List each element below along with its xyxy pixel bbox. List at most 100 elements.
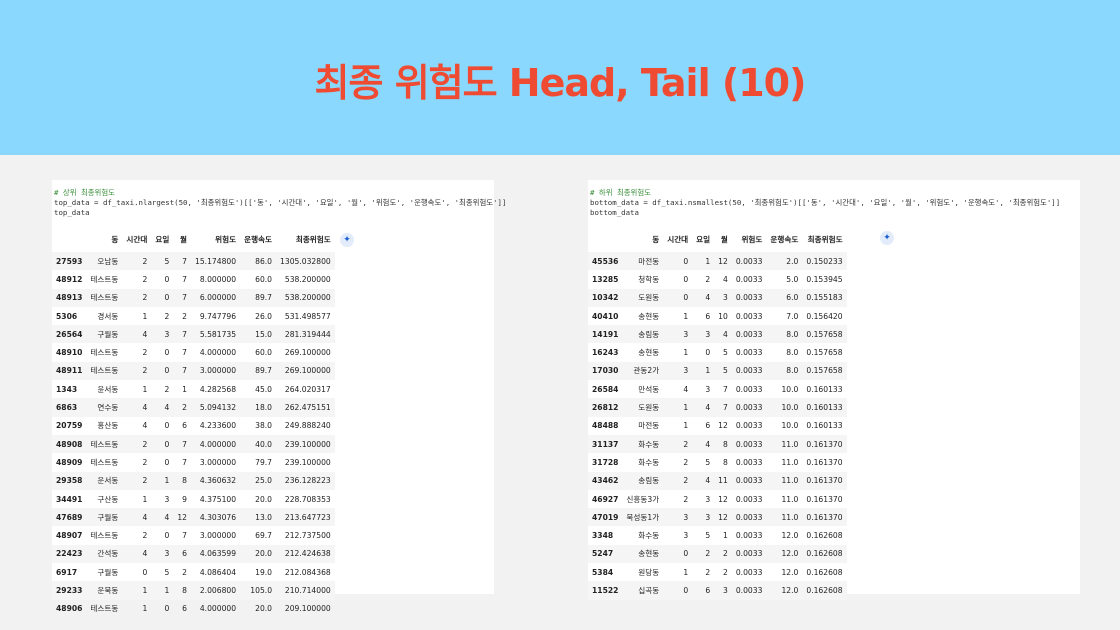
table-cell: 0.0033 <box>735 293 763 303</box>
table-cell: 2 <box>722 549 728 559</box>
table-cell: 20.0 <box>255 604 273 614</box>
table-cell: 212.424638 <box>284 549 331 559</box>
row-index: 48911 <box>56 366 83 376</box>
table-row: 48907 테스트동 2 0 7 3.000000 69.7 212.737500 <box>52 526 335 544</box>
table-cell: 20.0 <box>255 549 273 559</box>
row-index: 6917 <box>56 567 78 577</box>
right-code-var: bottom_data <box>590 208 639 217</box>
table-cell: 2 <box>182 403 187 413</box>
table-cell: 1 <box>705 366 711 376</box>
table-cell: 3 <box>683 512 689 522</box>
row-index: 48913 <box>56 293 83 303</box>
table-row: 11522 십곡동 0 6 3 0.0033 12.0 0.162608 <box>588 581 847 600</box>
right-code-cell[interactable]: # 하위 최종위험도 bottom_data = df_taxi.nsmalle… <box>588 180 1080 218</box>
table-cell: 1 <box>164 476 170 486</box>
table-cell: 531.498577 <box>284 311 331 321</box>
table-cell: 2 <box>142 457 148 467</box>
table-cell: 2 <box>142 366 148 376</box>
table-cell: 0.150233 <box>806 256 843 266</box>
column-header: 요일 <box>696 234 711 244</box>
table-cell: 3 <box>705 329 711 339</box>
left-code-comment: # 상위 최종위험도 <box>54 188 115 197</box>
table-cell: 3 <box>705 384 711 394</box>
table-cell: 12 <box>718 421 728 431</box>
table-cell: 0.161370 <box>806 494 843 504</box>
table-cell: 0.0033 <box>735 384 763 394</box>
table-cell: 25.0 <box>255 476 273 486</box>
table-cell: 0.0033 <box>735 585 763 595</box>
row-index: 48910 <box>56 348 83 358</box>
left-code-cell[interactable]: # 상위 최종위험도 top_data = df_taxi.nlargest(5… <box>52 180 506 218</box>
magic-wand-icon[interactable]: ✦ <box>880 231 894 245</box>
right-code-line: bottom_data = df_taxi.nsmallest(50, '최종위… <box>590 198 1061 207</box>
table-row: 34491 구산동 1 3 9 4.375100 20.0 228.708353 <box>52 490 335 508</box>
magic-wand-icon[interactable]: ✦ <box>340 233 354 247</box>
table-cell: 0.160133 <box>806 384 843 394</box>
column-header: 월 <box>720 234 728 244</box>
row-index: 16243 <box>592 348 619 358</box>
table-cell: 69.7 <box>255 531 273 541</box>
table-row: 20759 홍산동 4 0 6 4.233600 38.0 249.888240 <box>52 417 335 435</box>
table-cell: 12.0 <box>781 567 799 577</box>
table-cell: 0 <box>164 293 170 303</box>
table-cell: 5 <box>705 531 711 541</box>
table-cell: 0 <box>164 348 170 358</box>
row-index: 47689 <box>56 512 83 522</box>
table-cell: 1 <box>164 585 170 595</box>
table-cell: 6 <box>705 311 711 321</box>
column-header <box>588 226 622 252</box>
table-cell: 3 <box>164 494 170 504</box>
table-cell: 7 <box>182 329 187 339</box>
table-cell: 0.161370 <box>806 476 843 486</box>
table-cell: 7 <box>722 403 728 413</box>
table-cell: 0.0033 <box>735 256 763 266</box>
table-cell: 0 <box>164 421 170 431</box>
table-cell: 0.162608 <box>806 567 843 577</box>
column-header: 위험도 <box>215 234 237 244</box>
table-cell: 213.647723 <box>284 512 331 522</box>
table-cell: 11.0 <box>781 512 799 522</box>
table-cell: 4 <box>722 329 728 339</box>
table-cell: 마전동 <box>638 421 660 431</box>
table-cell: 만석동 <box>638 384 660 394</box>
table-cell: 3 <box>683 366 689 376</box>
table-cell: 청학동 <box>638 274 660 284</box>
table-cell: 2 <box>164 311 170 321</box>
table-cell: 0.157658 <box>806 348 843 358</box>
table-cell: 5 <box>705 457 711 467</box>
row-index: 48488 <box>592 421 619 431</box>
table-cell: 0.0033 <box>735 457 763 467</box>
row-index: 22423 <box>56 549 83 559</box>
table-row: 48909 테스트동 2 0 7 3.000000 79.7 239.100000 <box>52 453 335 471</box>
table-cell: 1 <box>722 531 728 541</box>
table-cell: 5 <box>722 366 728 376</box>
table-cell: 0.157658 <box>806 366 843 376</box>
table-row: 6863 연수동 4 4 2 5.094132 18.0 262.475151 <box>52 398 335 417</box>
table-cell: 0.162608 <box>806 531 843 541</box>
table-row: 6917 구월동 0 5 2 4.086404 19.0 212.084368 <box>52 563 335 581</box>
table-cell: 7 <box>722 384 728 394</box>
table-cell: 5 <box>722 348 728 358</box>
table-cell: 4.375100 <box>199 494 237 504</box>
table-cell: 0 <box>164 531 170 541</box>
table-cell: 12 <box>177 512 187 522</box>
row-index: 48912 <box>56 274 83 284</box>
table-cell: 1305.032800 <box>280 256 331 266</box>
table-cell: 도원동 <box>638 293 660 303</box>
row-index: 10342 <box>592 293 619 303</box>
row-index: 29233 <box>56 585 83 595</box>
table-cell: 212.084368 <box>284 567 331 577</box>
table-cell: 0 <box>683 293 689 303</box>
table-cell: 0.0033 <box>735 549 763 559</box>
column-header: 위험도 <box>741 234 763 244</box>
table-cell: 3.000000 <box>199 531 237 541</box>
table-cell: 4 <box>705 476 711 486</box>
table-cell: 11.0 <box>781 457 799 467</box>
column-header: 월 <box>180 234 187 244</box>
table-cell: 4 <box>164 403 170 413</box>
table-row: 13285 청학동 0 2 4 0.0033 5.0 0.153945 <box>588 270 847 288</box>
table-cell: 운북동 <box>97 585 119 595</box>
table-row: 48488 마전동 1 6 12 0.0033 10.0 0.160133 <box>588 417 847 435</box>
table-cell: 3 <box>705 512 711 522</box>
table-cell: 264.020317 <box>284 384 331 394</box>
